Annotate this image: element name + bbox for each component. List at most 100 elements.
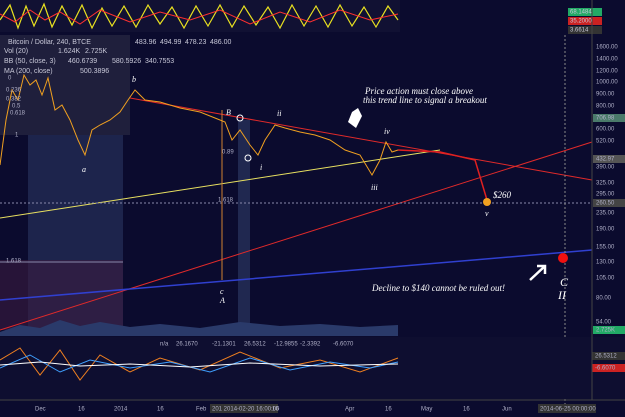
channel-line [0,141,593,331]
label: 460.6739 [68,58,97,65]
time-label: May [421,407,432,413]
wave-label: i [260,163,262,172]
tag [568,26,602,34]
wave-label: c [220,287,224,296]
top-value: 68.1484 [570,10,592,16]
price-label: 600.00 [596,127,615,133]
fib-label: 1 [15,133,19,139]
fib-label: 0.5 [12,104,21,110]
wave-label: v [485,209,489,218]
time-label: 16 [157,407,164,413]
tag [592,352,625,360]
price-label: 155.00 [596,245,615,251]
price-label: 432.97 [596,157,615,163]
time-label: 201 2014-02-20 16:00:00 [212,407,280,413]
annotation: $260 [493,190,512,200]
top-oscillator [0,2,399,30]
price-label: 80.00 [596,296,612,302]
ohlc: 494.99 [160,39,182,46]
price-label: 1600.00 [596,45,618,51]
ohlc: 478.23 [185,39,207,46]
wave-label: a [82,165,86,174]
price-tag [593,155,625,163]
wave-circle [236,114,244,122]
ohlc: 483.96 [135,39,157,46]
price-label: 706.98 [596,116,615,122]
price-label: 130.00 [596,260,615,266]
wave-label: b [132,75,136,84]
indicator-value: 26.5312 [244,342,266,348]
fib-label: 0 [8,76,12,82]
price-tag [210,404,278,413]
price-label: 2.725K [596,328,615,334]
time-label: Dec [35,407,46,413]
price-label: 190.00 [596,227,615,233]
wave-label: iv [384,127,390,136]
indicator-value: -6.6070 [333,342,354,348]
top-signal [0,9,399,25]
wave-label: iii [371,183,378,192]
channel-line [0,249,593,301]
indicator-value: -21.1301 [212,342,236,348]
wave-label: II [557,288,567,302]
symbol: Bitcoin / Dollar, 240, BTCE [8,39,91,46]
target-point [558,253,568,263]
wave-label: B [226,108,231,117]
price-label: 235.00 [596,211,615,217]
osc-line [0,361,399,368]
time-label: 16 [463,407,470,413]
fib-label: 0.236 [6,88,22,94]
price-label: 295.00 [596,192,615,198]
zone [238,120,250,330]
top-value: 3.6614 [570,28,589,34]
indicator-tag: 26.5312 [595,354,617,360]
price-label: 325.00 [596,181,615,187]
price-label: 1400.00 [596,57,618,63]
indicator-value: n/a [160,342,169,348]
wave-label: A [219,296,225,305]
ma-label: MA (200, close) [4,68,53,75]
fib-label: 1.618 [6,259,22,265]
time-label: 16 [385,407,392,413]
target-point [483,198,491,206]
wave-circle [244,154,252,162]
fib-label: 0.382 [6,97,22,103]
projection [397,149,488,201]
price-label: 1200.00 [596,69,618,75]
wave-label: ii [277,109,281,118]
hand-icon [348,108,362,128]
price-label: 800.00 [596,104,615,110]
price-label: 520.00 [596,139,615,145]
label: 1.624K [58,48,81,55]
price-line [0,73,399,177]
ohlc: 486.00 [210,39,232,46]
time-label: 16 [272,407,279,413]
price-label: 105.00 [596,276,615,282]
price-label: 390.00 [596,165,615,171]
annotation: Price action must close above [364,86,473,96]
label: 580.5926 [112,58,141,65]
time-label: 2014-06-25 00:00:00 [540,407,596,413]
indicator-value: 26.1670 [176,342,198,348]
fib-label: 0.89 [222,150,234,156]
vol-label: Vol (20) [4,48,28,55]
price-tag [538,404,596,413]
volume [0,320,398,336]
label: 500.3896 [80,68,109,75]
wave-label: C [560,275,569,289]
annotation: this trend line to signal a breakout [363,95,487,105]
support-line [0,149,441,219]
price-label: 260.50 [596,201,615,207]
indicator-value: -12.9855 [274,342,298,348]
indicator-value: -2.3392 [300,342,321,348]
fib-label: 1.618 [218,198,234,204]
price-tag [593,326,625,334]
label: 2.725K [85,48,108,55]
time-label: 2014 [114,407,128,413]
indicator-tag: -6.6070 [595,366,616,372]
price-label: 54.00 [596,320,612,326]
time-label: Apr [345,407,354,413]
tag [568,17,602,25]
label: 340.7553 [145,58,174,65]
